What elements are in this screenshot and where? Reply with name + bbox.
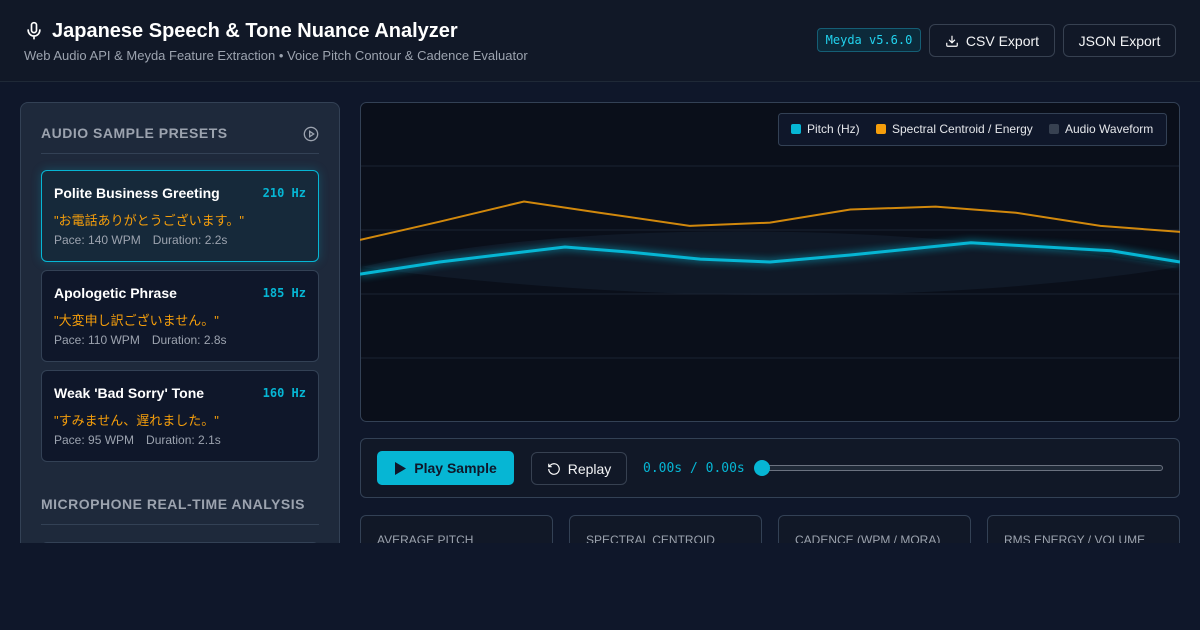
- header: Japanese Speech & Tone Nuance Analyzer W…: [0, 0, 1200, 82]
- legend-label: Pitch (Hz): [807, 122, 860, 136]
- stat-label: CADENCE (WPM / MORA): [795, 533, 941, 543]
- preset-pitch: 210 Hz: [262, 186, 306, 200]
- preset-duration: Duration: 2.8s: [151, 333, 227, 347]
- stat-card: SPECTRAL CENTROID: [569, 515, 762, 543]
- json-export-label: JSON Export: [1078, 32, 1161, 49]
- preset-pace: Pace: 110 WPM: [54, 333, 140, 347]
- controls: Play Sample Replay 0.00s / 0.00s: [360, 438, 1180, 498]
- play-circle-icon: [303, 126, 319, 142]
- preset-name: Apologetic Phrase: [54, 285, 177, 301]
- play-label: Play Sample: [414, 460, 497, 476]
- stat-card: CADENCE (WPM / MORA): [778, 515, 971, 543]
- divider: [41, 524, 319, 525]
- preset-meta: Pace: 140 WPM Duration: 2.2s: [54, 233, 227, 247]
- preset-name: Weak 'Bad Sorry' Tone: [54, 385, 205, 401]
- preset-card[interactable]: Polite Business Greeting 210 Hz "お電話ありがとうご…: [41, 170, 319, 262]
- presets-title: AUDIO SAMPLE PRESETS: [41, 125, 228, 141]
- preset-meta: Pace: 110 WPM Duration: 2.8s: [54, 333, 227, 347]
- preset-pace: Pace: 140 WPM: [54, 233, 141, 247]
- seek-track[interactable]: [759, 465, 1163, 471]
- legend-swatch: [791, 124, 801, 134]
- seek-thumb[interactable]: [754, 460, 770, 476]
- replay-button[interactable]: Replay: [531, 452, 627, 485]
- preset-pitch: 185 Hz: [262, 286, 306, 300]
- divider: [41, 153, 319, 154]
- mic-card: [41, 542, 319, 543]
- preset-duration: Duration: 2.1s: [146, 433, 221, 447]
- csv-export-label: CSV Export: [965, 32, 1040, 49]
- stat-label: SPECTRAL CENTROID: [586, 533, 715, 543]
- replay-label: Replay: [567, 460, 612, 477]
- legend-swatch: [1049, 124, 1059, 134]
- microphone-title: MICROPHONE REAL-TIME ANALYSIS: [41, 496, 305, 512]
- stat-label: AVERAGE PITCH: [377, 533, 474, 543]
- series-line: [360, 200, 1180, 241]
- stat-label: RMS ENERGY / VOLUME: [1004, 533, 1146, 543]
- play-button[interactable]: Play Sample: [377, 451, 514, 485]
- preset-name: Polite Business Greeting: [54, 185, 220, 201]
- main: AUDIO SAMPLE PRESETS Polite Business Gre…: [0, 82, 1200, 543]
- preset-meta: Pace: 95 WPM Duration: 2.1s: [54, 433, 221, 447]
- preset-pace: Pace: 95 WPM: [54, 433, 135, 447]
- legend-label: Audio Waveform: [1065, 122, 1153, 136]
- legend-label: Spectral Centroid / Energy: [892, 122, 1033, 136]
- preset-pitch: 160 Hz: [262, 386, 306, 400]
- stat-card: RMS ENERGY / VOLUME: [987, 515, 1180, 543]
- time-display: 0.00s / 0.00s: [643, 461, 745, 476]
- preset-card[interactable]: Weak 'Bad Sorry' Tone 160 Hz "すみません、遅れました。…: [41, 370, 319, 462]
- app-title: Japanese Speech & Tone Nuance Analyzer: [52, 20, 458, 42]
- app-subtitle: Web Audio API & Meyda Feature Extraction…: [24, 48, 528, 63]
- stat-card: AVERAGE PITCH: [360, 515, 553, 543]
- mic-icon: [27, 21, 41, 40]
- preset-phrase: "大変申し訳ございません。": [54, 313, 219, 328]
- json-export-button[interactable]: JSON Export: [1063, 24, 1176, 57]
- preset-card[interactable]: Apologetic Phrase 185 Hz "大変申し訳ございません。" Pac…: [41, 270, 319, 362]
- version-badge: Meyda v5.6.0: [817, 28, 921, 52]
- sidebar: AUDIO SAMPLE PRESETS Polite Business Gre…: [20, 102, 340, 543]
- legend: [778, 113, 1167, 146]
- preset-duration: Duration: 2.2s: [152, 233, 228, 247]
- chart: Pitch (Hz) Spectral Centroid / Energy Audi…: [360, 102, 1180, 422]
- csv-export-button[interactable]: CSV Export: [929, 24, 1055, 57]
- series-line: [360, 241, 1180, 276]
- preset-phrase: "お電話ありがとうございます。": [54, 213, 244, 228]
- legend-swatch: [876, 124, 886, 134]
- preset-phrase: "すみません、遅れました。": [54, 413, 219, 428]
